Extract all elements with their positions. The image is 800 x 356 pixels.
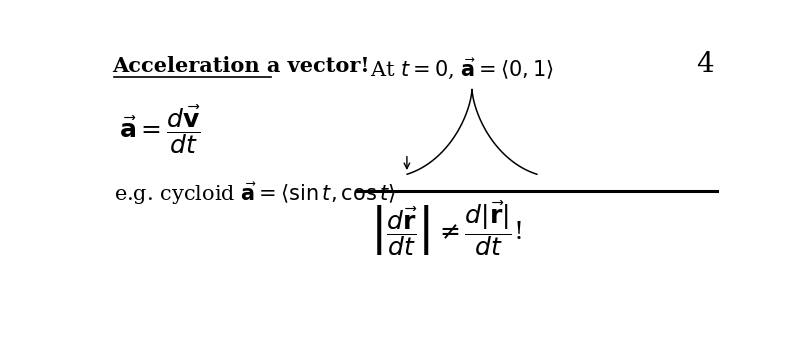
Text: $\left|\dfrac{d\vec{\mathbf{r}}}{dt}\right| \neq \dfrac{d|\vec{\mathbf{r}}|}{dt}: $\left|\dfrac{d\vec{\mathbf{r}}}{dt}\rig…: [370, 199, 522, 258]
Text: Acceleration a vector!: Acceleration a vector!: [112, 57, 370, 77]
Text: $\vec{\mathbf{a}} = \dfrac{d\vec{\mathbf{v}}}{dt}$: $\vec{\mathbf{a}} = \dfrac{d\vec{\mathbf…: [118, 103, 200, 156]
Text: At $t = 0$, $\vec{\mathbf{a}} = \langle 0, 1\rangle$: At $t = 0$, $\vec{\mathbf{a}} = \langle …: [370, 57, 554, 82]
Text: 4: 4: [696, 51, 714, 78]
Text: e.g. cycloid $\vec{\mathbf{a}} = \langle\sin t, \cos t\rangle$: e.g. cycloid $\vec{\mathbf{a}} = \langle…: [114, 180, 395, 206]
